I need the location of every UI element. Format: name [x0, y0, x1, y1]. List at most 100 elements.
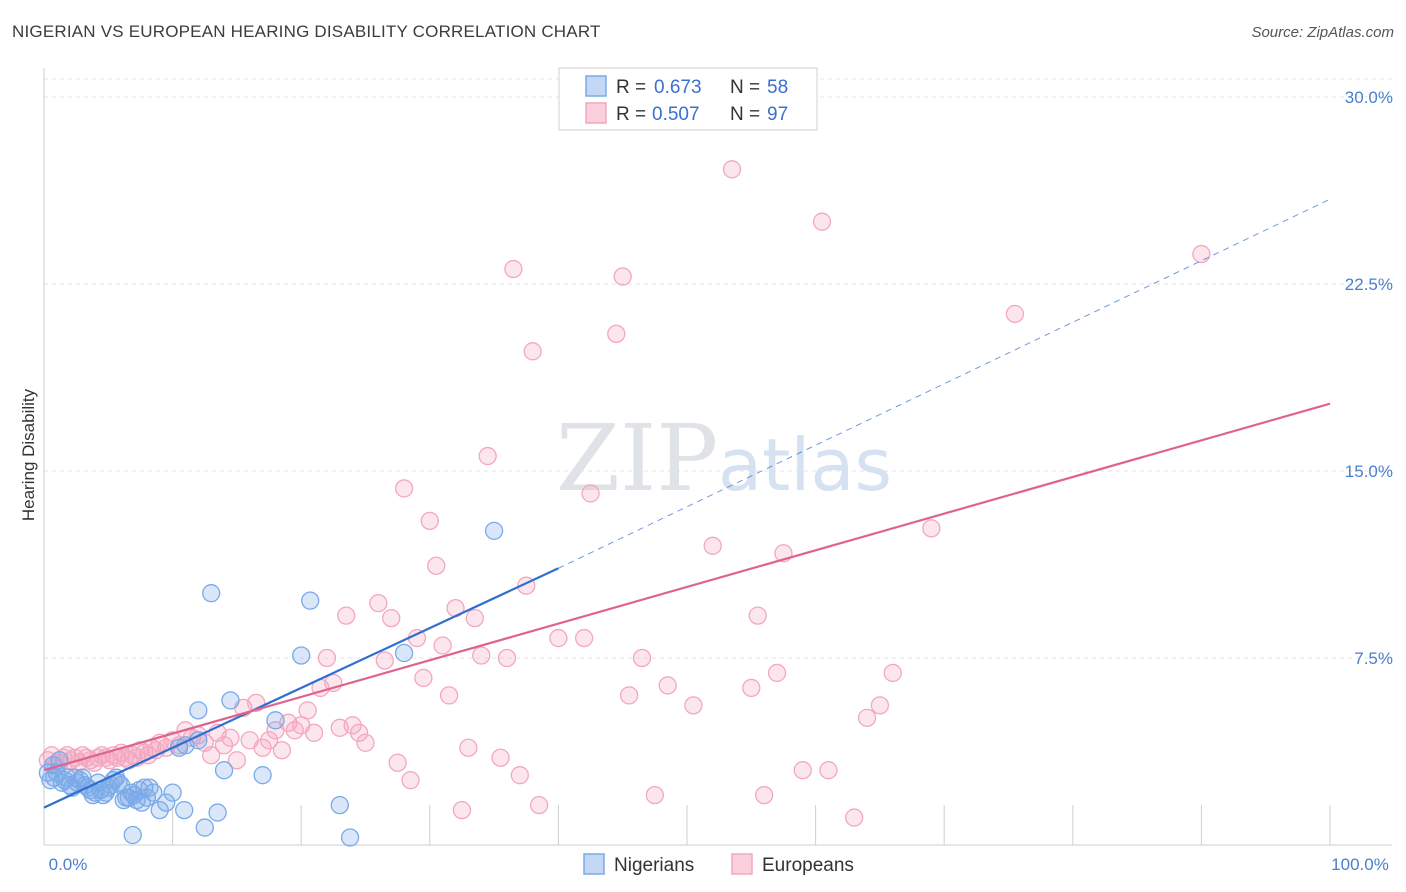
- european-point: [632, 648, 652, 668]
- european-point: [658, 676, 677, 695]
- x-tick-label: 100.0%: [1331, 855, 1389, 874]
- european-point: [549, 628, 568, 648]
- y-tick-label: 30.0%: [1345, 88, 1393, 107]
- european-point: [510, 766, 529, 785]
- nigerians-points: [38, 521, 504, 847]
- nigerian-point: [394, 643, 414, 663]
- y-tick-label: 15.0%: [1345, 462, 1393, 481]
- nigerian-point: [484, 521, 504, 540]
- european-point: [922, 519, 941, 538]
- europeans-trend-line: [43, 402, 1331, 772]
- european-point: [497, 648, 517, 668]
- watermark-zip: ZIP: [556, 405, 718, 512]
- legend-swatch-nigerians: [585, 75, 607, 97]
- legend-n-value-europeans: 97: [767, 104, 788, 125]
- nigerian-point: [266, 711, 285, 730]
- nigerian-point: [208, 803, 227, 822]
- nigerian-point: [292, 646, 311, 665]
- european-point: [748, 606, 767, 625]
- european-point: [382, 608, 401, 628]
- stats-legend: R = 0.673 N = 58 R = 0.507 N = 97: [558, 67, 818, 131]
- nigerian-point: [301, 591, 320, 610]
- european-point: [1192, 244, 1211, 264]
- source-label: Source: ZipAtlas.com: [1251, 24, 1394, 41]
- nigerian-point: [340, 828, 360, 847]
- european-point: [1005, 304, 1025, 324]
- series-legend: Nigerians Europeans: [583, 853, 854, 876]
- nigerian-point: [202, 584, 221, 603]
- bottom-legend-nigerians: Nigerians: [614, 855, 694, 876]
- european-point: [388, 753, 407, 772]
- european-point: [529, 795, 549, 815]
- european-point: [845, 808, 864, 827]
- european-point: [523, 342, 542, 361]
- nigerian-point: [330, 795, 349, 815]
- nigerian-point: [144, 783, 163, 802]
- nigerian-point: [221, 691, 240, 710]
- european-point: [272, 741, 292, 760]
- european-point: [819, 761, 838, 780]
- legend-n-label-nigerians: N =: [730, 77, 760, 98]
- nigerian-point: [157, 793, 176, 812]
- legend-r-value-nigerians: 0.673: [654, 77, 702, 98]
- european-point: [742, 678, 761, 698]
- chart-title: NIGERIAN VS EUROPEAN HEARING DISABILITY …: [12, 22, 601, 41]
- legend-n-value-nigerians: 58: [767, 77, 788, 98]
- nigerian-point: [189, 701, 208, 720]
- nigerian-point: [189, 731, 208, 750]
- european-point: [883, 663, 902, 683]
- european-point: [375, 651, 394, 670]
- nigerian-point: [214, 761, 234, 780]
- european-point: [349, 723, 369, 742]
- y-axis-label: Hearing Disability: [19, 388, 38, 521]
- european-point: [645, 785, 664, 805]
- nigerian-point: [132, 793, 151, 812]
- nigerian-point: [123, 825, 142, 845]
- european-point: [214, 736, 234, 755]
- european-point: [870, 696, 890, 715]
- nigerian-point: [150, 800, 169, 820]
- legend-r-label-europeans: R =: [616, 104, 646, 125]
- watermark-atlas: atlas: [718, 423, 892, 507]
- european-point: [767, 663, 787, 683]
- european-point: [722, 160, 742, 179]
- european-point: [581, 484, 600, 503]
- european-point: [298, 701, 317, 720]
- grid-layer: [44, 78, 1392, 659]
- bottom-legend-europeans: Europeans: [762, 855, 854, 876]
- european-point: [613, 267, 632, 286]
- european-point: [401, 771, 420, 790]
- european-point: [394, 479, 414, 498]
- european-point: [420, 511, 439, 531]
- european-point: [812, 212, 832, 231]
- european-point: [574, 628, 594, 648]
- european-point: [452, 800, 472, 820]
- european-point: [414, 668, 433, 688]
- european-point: [343, 716, 362, 735]
- european-point: [491, 748, 510, 767]
- european-point: [253, 738, 272, 757]
- legend-r-value-europeans: 0.507: [652, 104, 700, 125]
- european-point: [304, 723, 324, 742]
- legend-n-label-europeans: N =: [730, 104, 760, 125]
- nigerian-point: [109, 773, 128, 792]
- european-point: [202, 746, 221, 765]
- axis-layer: 7.5% 15.0% 22.5% 30.0% 0.0% 100.0%: [43, 68, 1393, 874]
- european-point: [221, 728, 240, 747]
- european-point: [684, 696, 703, 715]
- bottom-legend-swatch-europeans: [731, 853, 753, 875]
- european-point: [439, 686, 459, 705]
- legend-swatch-europeans: [585, 102, 607, 124]
- nigerian-point: [175, 800, 194, 820]
- european-point: [857, 708, 877, 727]
- european-point: [259, 731, 279, 750]
- nigerian-point: [195, 818, 214, 837]
- x-tick-label: 0.0%: [49, 855, 88, 874]
- european-point: [459, 738, 478, 757]
- european-point: [433, 636, 452, 655]
- european-point: [465, 608, 484, 628]
- bottom-legend-swatch-nigerians: [583, 853, 605, 875]
- european-point: [427, 556, 446, 575]
- european-point: [607, 324, 626, 344]
